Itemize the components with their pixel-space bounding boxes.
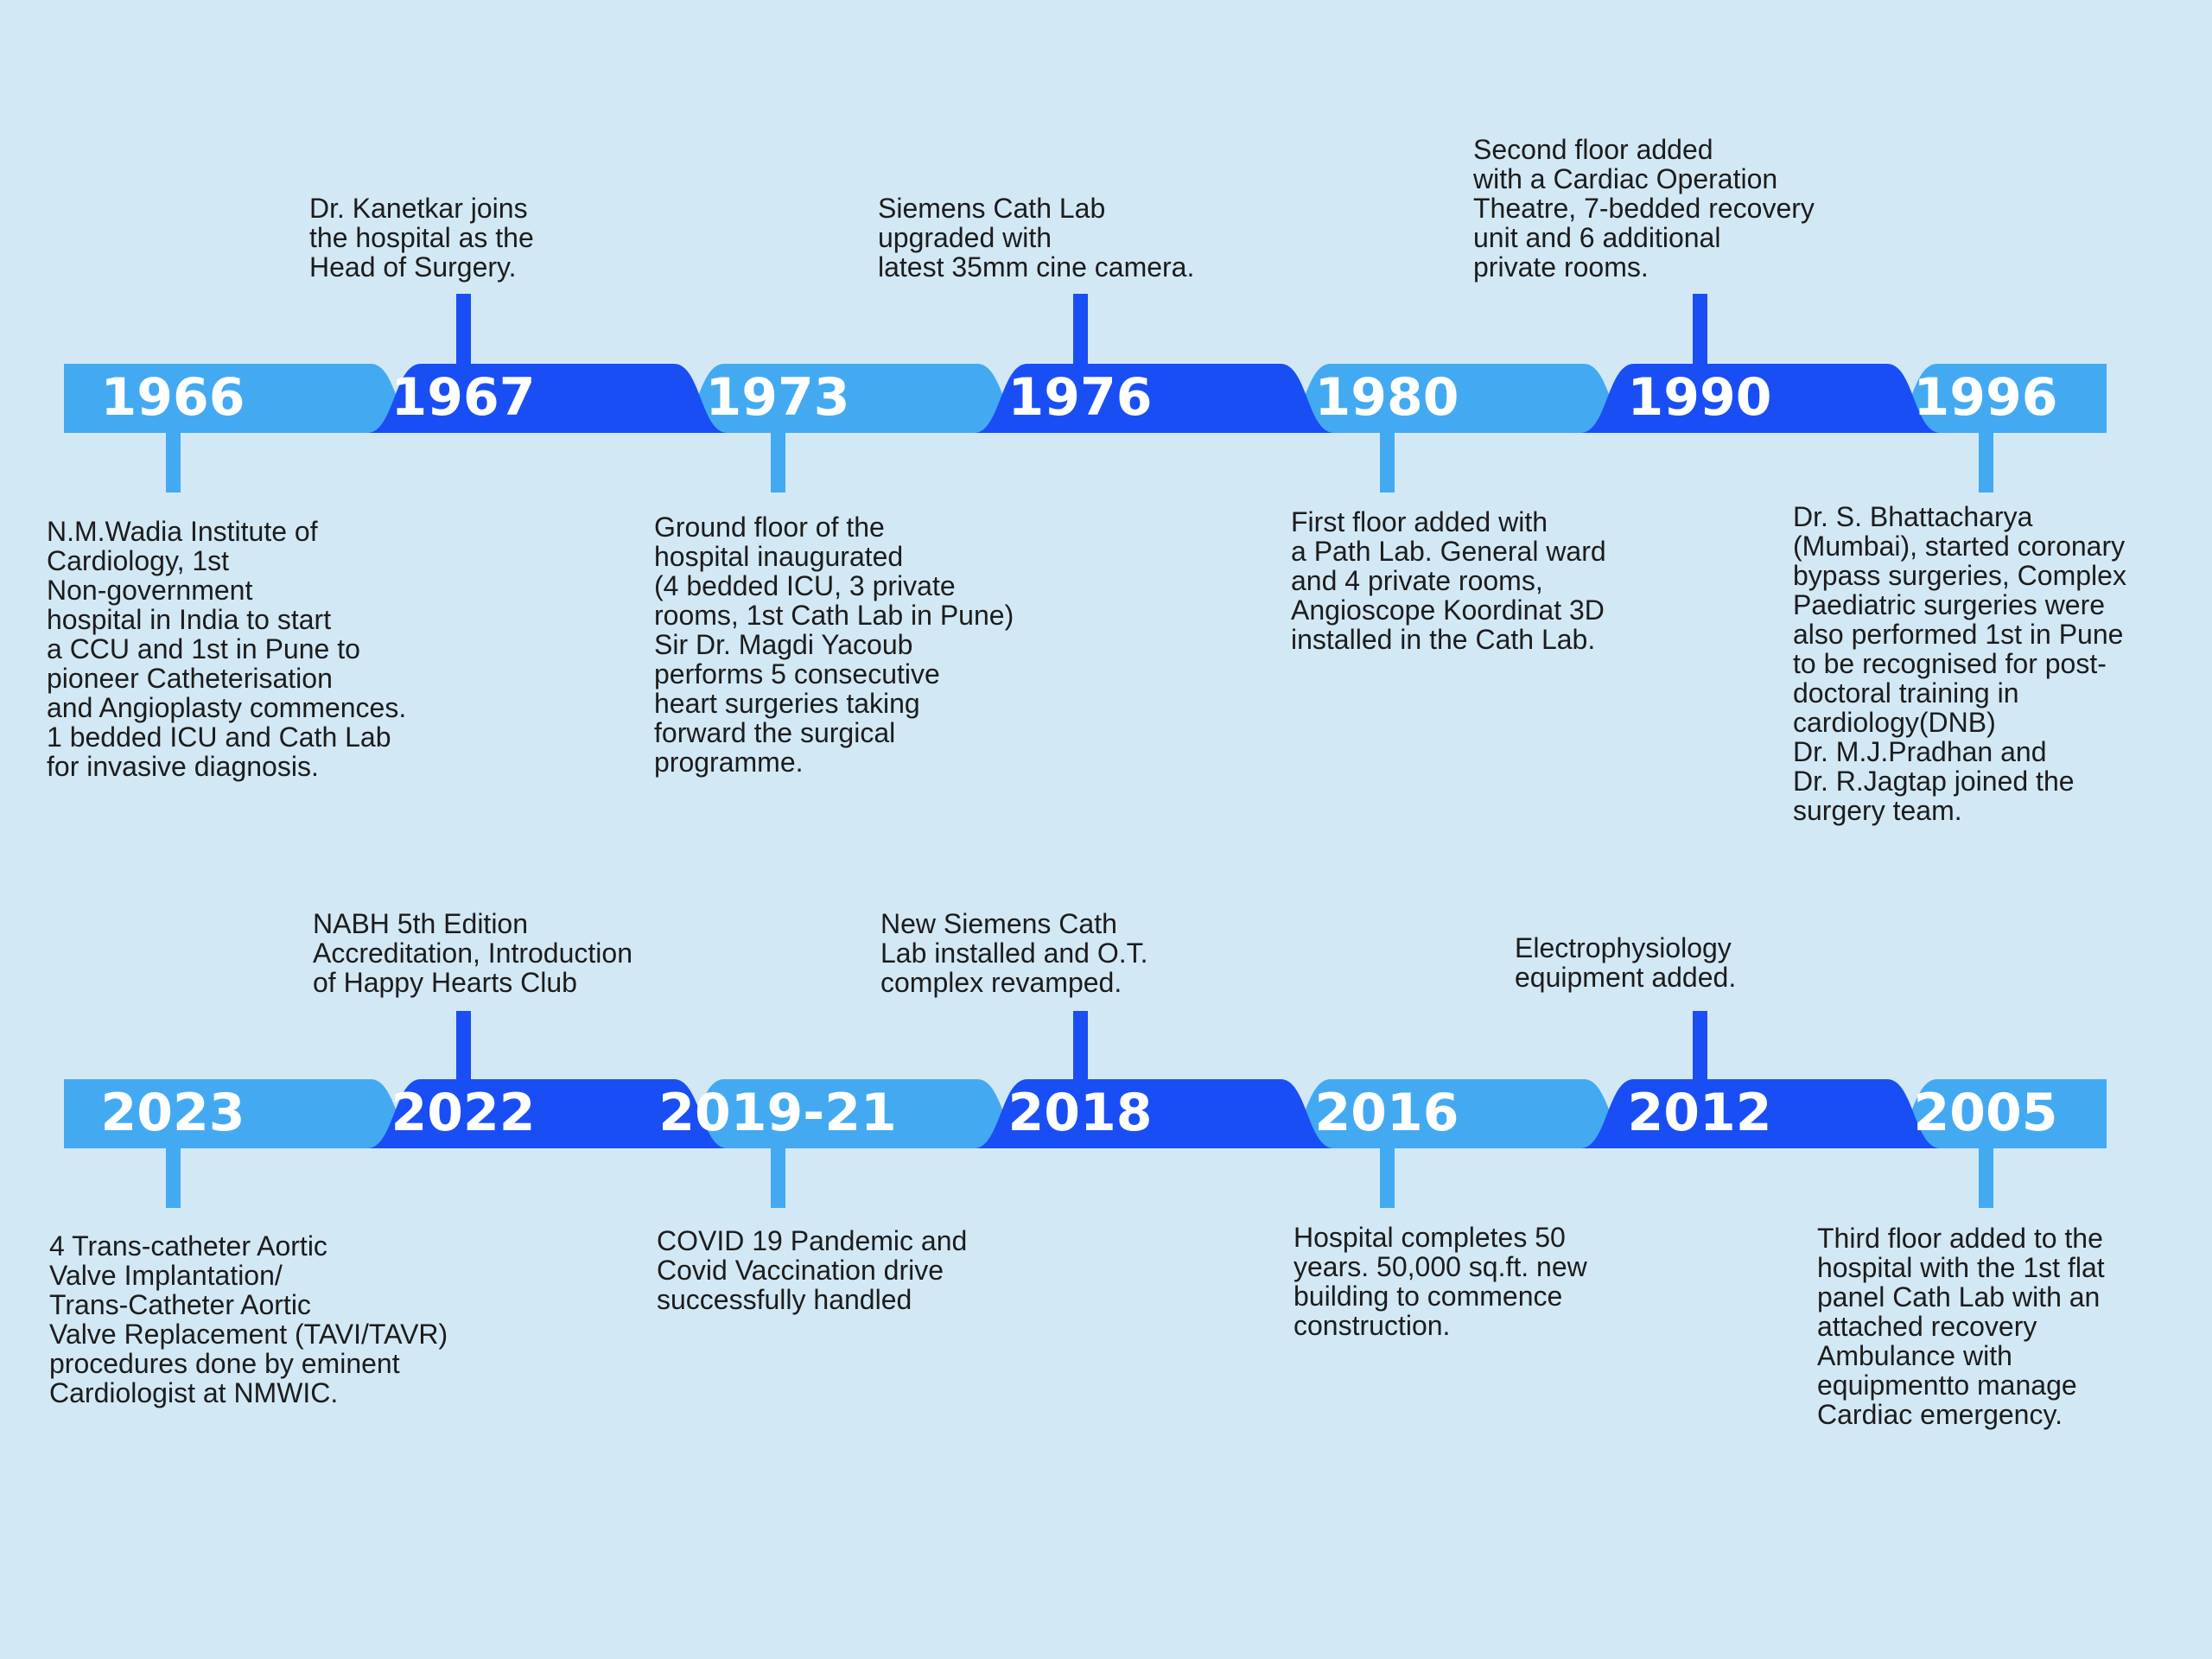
year-label-1976: 1976 [1007,367,1153,428]
stem-2019-21 [771,1145,785,1208]
milestone-text-1996: Dr. S. Bhattacharya (Mumbai), started co… [1793,501,2126,826]
milestone-text-2016: Hospital completes 50 years. 50,000 sq.f… [1294,1222,1587,1341]
stem-2018 [1073,1011,1088,1083]
milestone-text-1973: Ground floor of the hospital inaugurated… [654,512,1014,778]
year-label-2016: 2016 [1314,1083,1459,1143]
year-label-1980: 1980 [1314,367,1459,428]
milestone-text-2023: 4 Trans-catheter Aortic Valve Implantati… [49,1230,448,1408]
stem-2016 [1380,1145,1395,1208]
milestone-text-2022: NABH 5th Edition Accreditation, Introduc… [313,908,632,998]
milestone-text-1980: First floor added with a Path Lab. Gener… [1291,506,1606,655]
year-label-2005: 2005 [1913,1083,2058,1143]
stem-1976 [1073,294,1088,367]
year-label-2018: 2018 [1007,1083,1153,1143]
stem-1996 [1979,429,1993,493]
stem-1980 [1380,429,1395,493]
stem-2022 [456,1011,471,1083]
milestone-text-1976: Siemens Cath Lab upgraded with latest 35… [878,193,1195,283]
stem-1967 [456,294,471,367]
year-label-1973: 1973 [705,367,850,428]
stem-1990 [1693,294,1707,367]
milestone-text-2012: Electrophysiology equipment added. [1515,932,1737,993]
year-label-1990: 1990 [1627,367,1772,428]
stem-1973 [771,429,785,493]
stem-2023 [166,1145,181,1208]
year-label-1996: 1996 [1913,367,2058,428]
stem-1966 [166,429,181,493]
milestone-text-2005: Third floor added to the hospital with t… [1817,1223,2105,1430]
milestone-text-2018: New Siemens Cath Lab installed and O.T. … [880,908,1148,998]
year-label-2023: 2023 [100,1083,245,1143]
milestone-text-1966: N.M.Wadia Institute of Cardiology, 1st N… [47,516,407,782]
year-label-1967: 1967 [391,367,536,428]
stem-2005 [1979,1145,1993,1208]
year-label-1966: 1966 [100,367,245,428]
milestone-text-2019-21: COVID 19 Pandemic and Covid Vaccination … [657,1225,968,1315]
year-label-2022: 2022 [391,1083,536,1143]
year-label-2019-21: 2019-21 [658,1083,897,1143]
year-label-2012: 2012 [1627,1083,1772,1143]
milestone-text-1990: Second floor added with a Cardiac Operat… [1473,134,1815,283]
stem-2012 [1693,1011,1707,1083]
milestone-text-1967: Dr. Kanetkar joins the hospital as the H… [309,193,534,283]
